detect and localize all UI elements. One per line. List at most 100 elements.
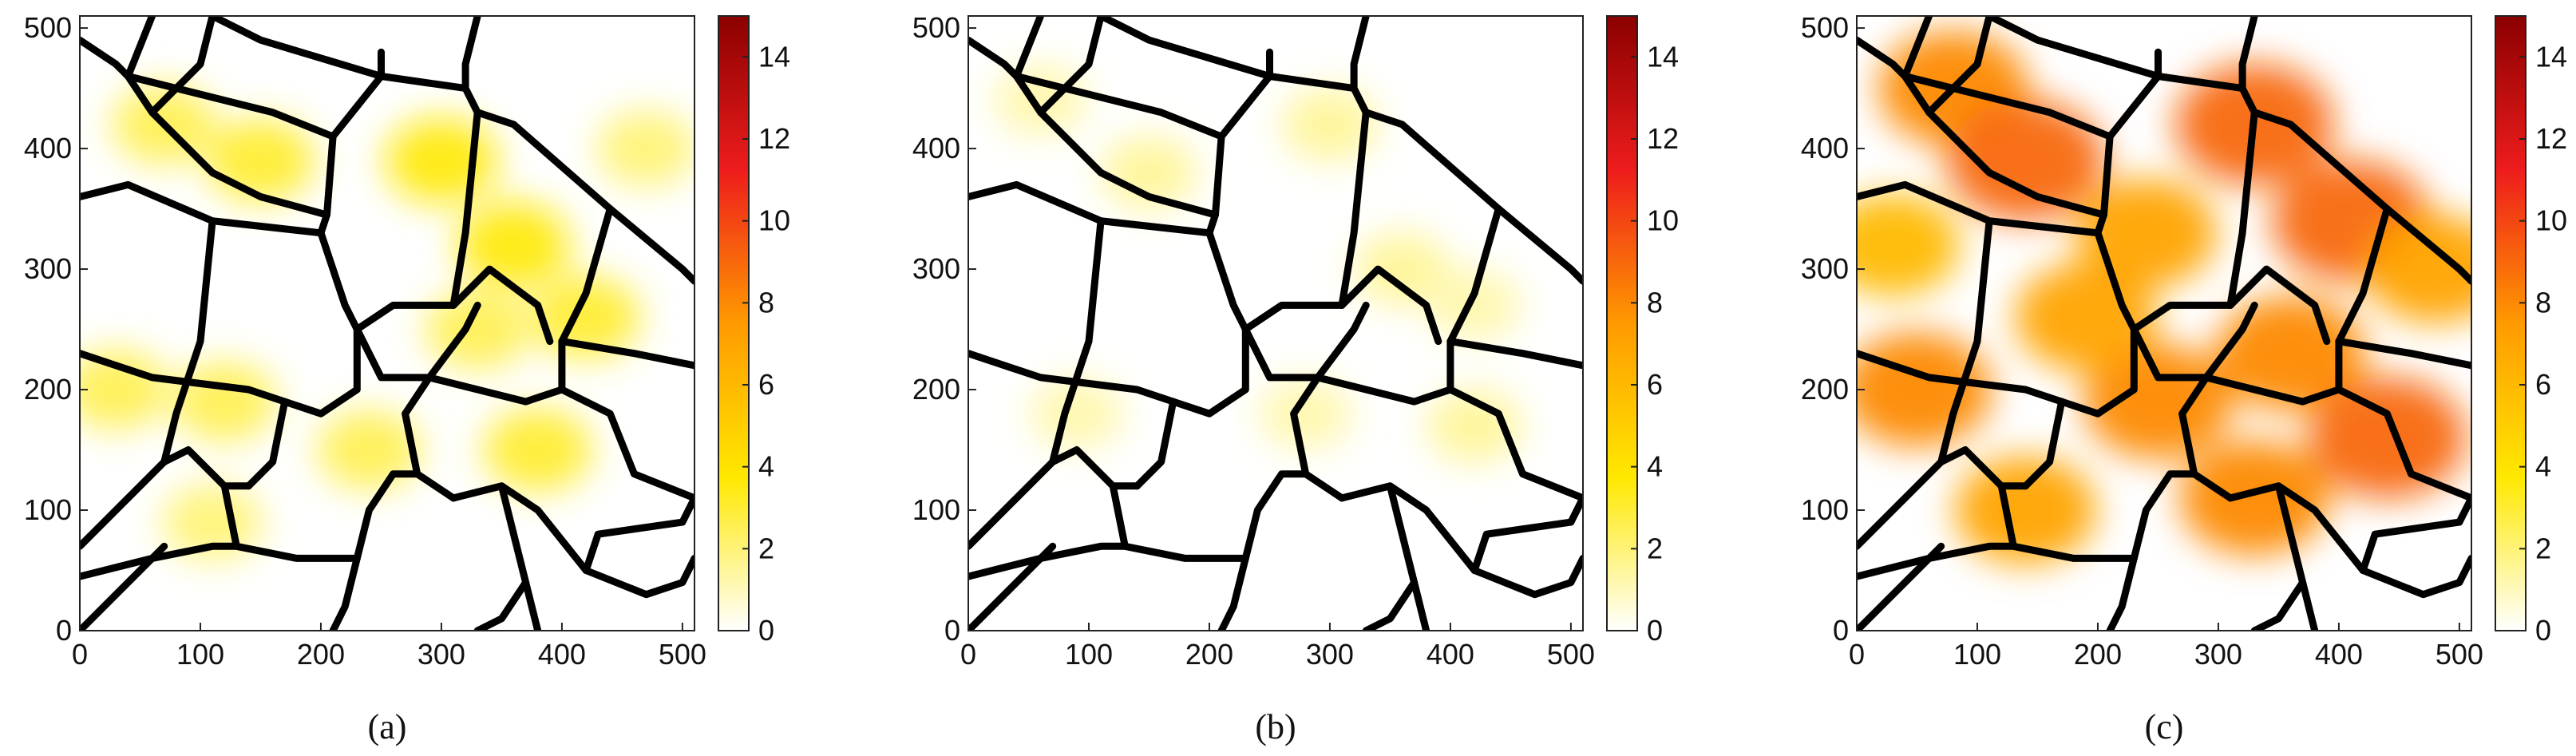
grain-boundary <box>281 326 361 418</box>
grain-boundary <box>2094 229 2138 333</box>
grain-boundary <box>353 470 457 562</box>
grain-boundary <box>2130 326 2210 382</box>
field-hotspot <box>2075 178 2217 287</box>
grain-boundary <box>1097 16 1273 80</box>
field-hotspot <box>484 408 592 492</box>
colorbar-tick-label: 4 <box>1647 450 1663 483</box>
grain-boundary <box>1362 109 1502 213</box>
grain-boundary <box>148 16 216 117</box>
grain-boundary <box>80 458 168 550</box>
grain-boundary <box>1901 16 2107 219</box>
grain-boundary <box>80 180 325 237</box>
x-tick-label: 0 <box>1849 638 1865 671</box>
grain-boundary <box>968 350 1177 406</box>
grain-boundary <box>968 542 1129 580</box>
grain-boundary <box>1470 494 1583 574</box>
grain-boundary <box>558 205 614 346</box>
grain-boundary <box>2226 482 2367 574</box>
colorbar-tick-label: 0 <box>758 614 774 647</box>
field-hotspot <box>1354 232 1450 307</box>
grain-boundary <box>1857 350 2066 406</box>
grain-boundary <box>1049 446 1141 490</box>
colorbar-tick-label: 10 <box>2535 204 2567 237</box>
y-tick-label: 300 <box>24 252 72 285</box>
colorbar <box>718 15 750 631</box>
colorbar-tick-label: 14 <box>1647 40 1679 73</box>
grain-boundary <box>160 446 252 490</box>
grain-boundary <box>1857 36 1909 80</box>
grain-boundary <box>1169 326 1249 418</box>
grain-boundary <box>80 542 168 631</box>
grain-boundary <box>353 326 433 382</box>
grain-boundary <box>1205 133 1225 237</box>
field-hotspot <box>457 201 570 288</box>
grain-boundary <box>1857 542 1945 631</box>
field-hotspot <box>1101 136 1197 210</box>
colorbar-tick-label: 10 <box>1647 204 1679 237</box>
grain-boundary <box>1338 109 1370 309</box>
grain-boundary <box>2226 109 2258 309</box>
colorbar-tick-label: 0 <box>2535 614 2551 647</box>
y-tick-label: 200 <box>24 373 72 406</box>
grain-boundary <box>2335 205 2391 346</box>
colorbar-tick-label: 8 <box>2535 286 2551 319</box>
grain-boundary <box>220 482 361 562</box>
field-hotspot <box>596 110 694 188</box>
grain-boundary <box>1109 482 1249 562</box>
grain-boundary <box>1049 217 1105 466</box>
colorbar-tick-label: 2 <box>2535 532 2551 564</box>
grain-boundary <box>2359 494 2471 574</box>
grain-boundary <box>473 109 614 213</box>
grain-boundary <box>1470 554 1583 599</box>
grain-boundary <box>317 133 337 237</box>
field-hotspot <box>2083 344 2234 460</box>
colorbar-tick-label: 2 <box>1647 532 1663 564</box>
x-tick-label: 400 <box>1426 638 1474 671</box>
colorbar-tick-label: 14 <box>2535 40 2567 73</box>
y-tick-label: 0 <box>944 614 960 647</box>
grain-boundary <box>1037 16 1105 117</box>
y-tick-label: 100 <box>912 493 960 526</box>
field-hotspot <box>1427 269 1521 342</box>
panel-b: 0 100 200 300 400 500 0 100 200 300 400 500 0 2 4 6 8 10 1… <box>912 11 1679 746</box>
x-tick-label: 500 <box>1547 638 1595 671</box>
grain-boundary <box>1997 482 2138 562</box>
colorbar-tick-label: 12 <box>758 122 790 155</box>
x-tick-label: 100 <box>176 638 224 671</box>
grain-boundary <box>1338 482 1478 574</box>
grain-boundary <box>2130 470 2234 562</box>
colorbar-tick-label: 0 <box>1647 614 1663 647</box>
axes-frame <box>79 15 695 631</box>
grain-boundary <box>582 494 694 574</box>
grain-boundary <box>1133 398 1177 490</box>
grain-boundary <box>2058 326 2138 418</box>
panel-c: 0 100 200 300 400 500 0 100 200 300 400 500 0 2 4 6 8 10 1… <box>1801 11 2567 746</box>
grain-boundary <box>2021 398 2066 490</box>
grain-boundary <box>402 374 433 478</box>
grain-boundary <box>449 109 481 309</box>
grain-boundary <box>1857 542 2017 580</box>
grain-boundary <box>2250 109 2391 213</box>
field-hotspot <box>1857 193 1960 296</box>
grain-boundary <box>2178 374 2210 478</box>
x-tick-label: 200 <box>297 638 345 671</box>
grain-boundary <box>968 180 1213 237</box>
field-layer <box>994 64 1522 463</box>
y-tick-label: 300 <box>1801 252 1849 285</box>
field-hotspot <box>385 117 498 204</box>
grain-boundary <box>2226 265 2331 346</box>
y-tick-label: 400 <box>1801 132 1849 164</box>
axes-frame <box>967 15 1584 631</box>
field-hotspot <box>317 410 421 490</box>
field-hotspot <box>2364 215 2471 324</box>
colorbar-tick-label: 14 <box>758 40 790 73</box>
grain-boundary <box>968 36 1020 80</box>
grain-boundary <box>80 350 289 406</box>
field-hotspot <box>1282 87 1378 161</box>
x-tick-label: 300 <box>1306 638 1354 671</box>
field-hotspot <box>80 350 168 430</box>
grain-boundary <box>558 338 694 370</box>
grain-boundary <box>1338 265 1442 346</box>
field-hotspot <box>1946 100 2105 222</box>
x-tick-label: 200 <box>1185 638 1233 671</box>
